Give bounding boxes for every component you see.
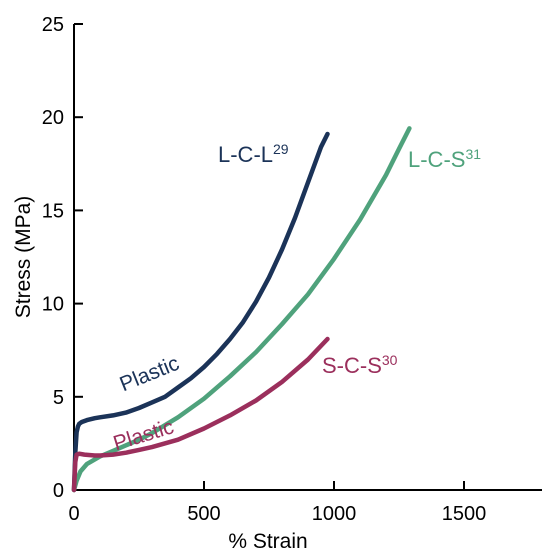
y-tick-label: 5 [53,387,64,409]
x-axis-title: % Strain [228,530,307,552]
x-tick-label: 1000 [312,503,357,525]
data-series [71,126,412,493]
x-tick-label: 0 [68,503,79,525]
series-line-l-c-s [71,126,412,493]
series-labels: L-C-L29 L-C-S31 S-C-S30 [218,141,481,378]
y-axis-title: Stress (MPa) [12,196,35,319]
series-label-l-c-l: L-C-L29 [218,141,289,167]
y-tick-label: 10 [42,294,64,316]
x-tick-label: 500 [187,503,220,525]
y-tick-label: 15 [42,200,64,222]
y-tick-label: 0 [53,480,64,502]
y-tick-label: 20 [42,107,64,129]
x-tick-label: 1500 [442,503,487,525]
series-line-s-c-s [71,336,330,493]
series-label-l-c-s: L-C-S31 [408,146,481,172]
axes [73,24,542,491]
series-label-s-c-s: S-C-S30 [322,352,398,378]
y-tick-label: 25 [42,14,64,36]
axis-ticks: 0 500 1000 1500 0 5 10 15 20 25 [42,14,487,525]
series-line-l-c-l [71,131,330,493]
